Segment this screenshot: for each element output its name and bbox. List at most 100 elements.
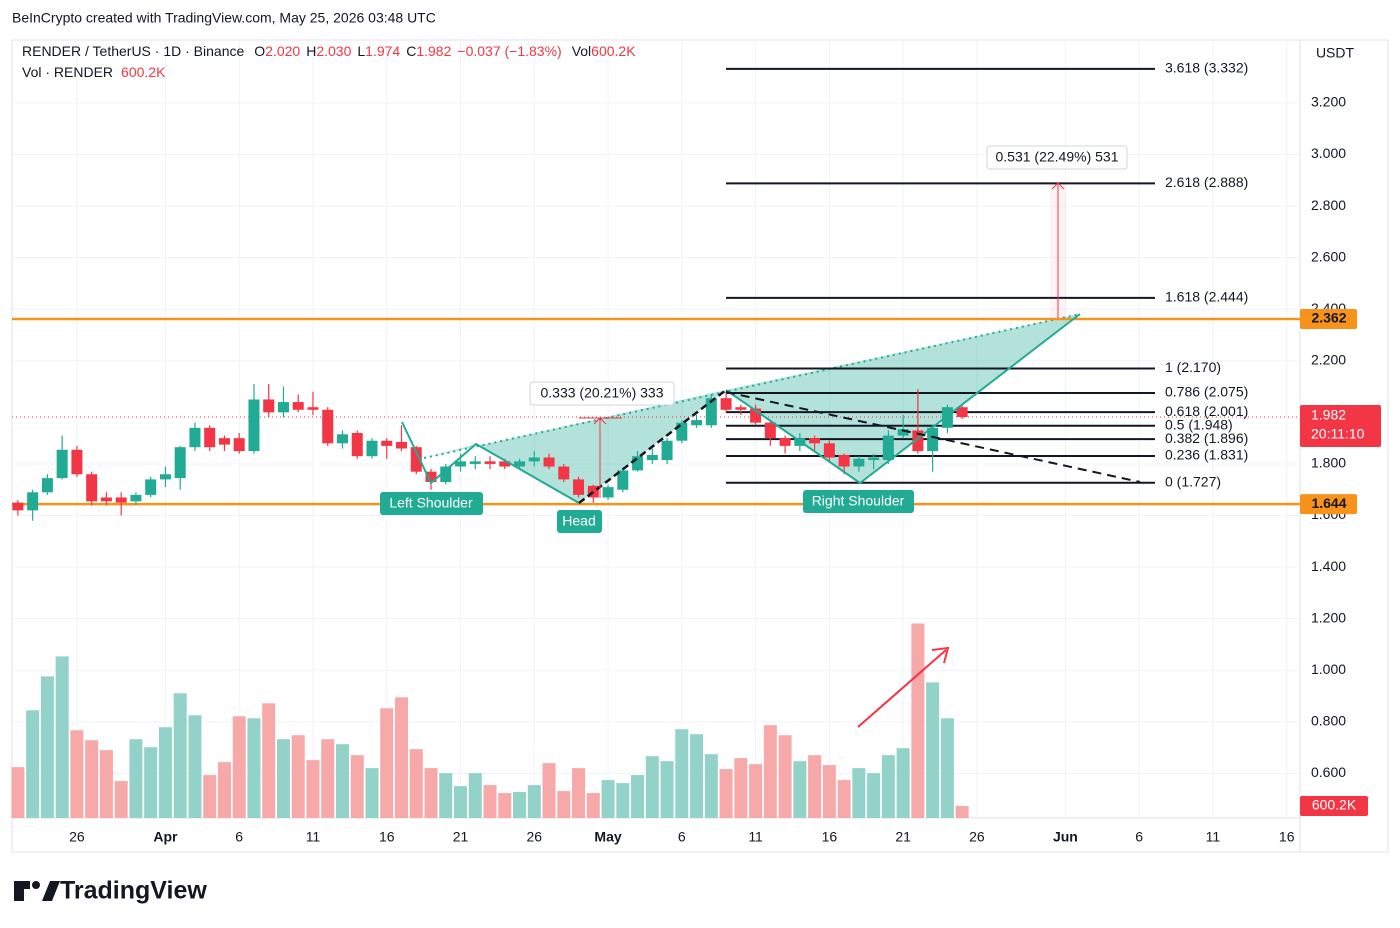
y-tick-label: 1.800: [1311, 455, 1346, 471]
volume-bar: [763, 725, 777, 818]
level-tag: [1300, 309, 1357, 330]
y-tick-label: 2.600: [1311, 248, 1346, 264]
x-tick-label: 16: [379, 829, 395, 845]
candle-body: [882, 435, 894, 461]
candle-body: [248, 399, 260, 452]
pattern-label: Head: [562, 513, 595, 529]
y-tick-label: 1.200: [1311, 609, 1346, 625]
candle-body: [27, 492, 39, 511]
x-tick-label: Jun: [1053, 829, 1078, 845]
fib-label: 0 (1.727): [1165, 473, 1221, 489]
candle-body: [100, 497, 112, 502]
ohlc-value: 2.020: [265, 43, 300, 59]
candle-body: [395, 442, 407, 449]
volume-bar: [704, 754, 718, 818]
volume-bar: [660, 761, 674, 818]
candle-body: [130, 494, 142, 502]
candle-body: [543, 457, 555, 467]
candle-body: [469, 461, 481, 464]
candle-body: [322, 409, 334, 444]
volume-bar: [424, 768, 438, 818]
fib-label: 2.618 (2.888): [1165, 174, 1248, 190]
trend-line: [725, 391, 1141, 483]
ohlc-key: C: [406, 43, 416, 59]
volume-bar: [247, 718, 261, 818]
volume-bar: [837, 780, 851, 818]
vol-value: 600.2K: [591, 43, 636, 59]
candles: [12, 384, 968, 521]
volume-bar: [394, 697, 408, 818]
candle-body: [86, 474, 98, 502]
candle-body: [56, 449, 68, 479]
y-tick-label: 0.800: [1311, 713, 1346, 729]
last-price-label: 1.982: [1311, 407, 1346, 423]
volume-bar: [483, 785, 497, 818]
volume-bar: [158, 727, 172, 818]
volume-bar: [955, 806, 969, 818]
brand-logo: [14, 881, 60, 901]
volume-bar: [586, 793, 600, 818]
candle-body: [174, 447, 186, 479]
vol-series-value: 600.2K: [121, 64, 166, 80]
measure-box: [986, 145, 1128, 170]
attribution: BeInCrypto created with TradingView.com,…: [12, 10, 436, 26]
volume-bar: [203, 775, 217, 818]
candle-body: [145, 479, 157, 495]
candle-body: [764, 422, 776, 439]
pattern-line: [401, 421, 580, 504]
x-tick-label: 6: [1135, 829, 1143, 845]
candle-body: [277, 402, 289, 413]
volume-bar: [867, 773, 881, 818]
volume-bar: [940, 718, 954, 818]
volume-bar: [40, 676, 54, 818]
volume-bar: [11, 767, 25, 818]
pattern-line: [725, 313, 1081, 485]
volume-bar: [468, 773, 482, 818]
x-tick-label: 6: [235, 829, 243, 845]
volume-bar: [188, 715, 202, 818]
label-box: [557, 510, 602, 533]
candle-body: [233, 438, 245, 452]
volume-bar: [719, 769, 733, 818]
candle-body: [484, 461, 496, 464]
candle-body: [720, 398, 732, 410]
pattern-label: Left Shoulder: [389, 495, 473, 511]
brand-name: TradingView: [60, 877, 207, 905]
countdown: 20:11:10: [1311, 426, 1365, 442]
currency: USDT: [1316, 45, 1355, 61]
pattern-label: Right Shoulder: [812, 493, 905, 509]
grid: [12, 40, 1300, 818]
candle-body: [514, 461, 526, 467]
volume-bar: [896, 748, 910, 818]
ohlc-key: L: [357, 43, 365, 59]
candle-body: [809, 438, 821, 444]
label-box: [803, 490, 914, 513]
candle-body: [587, 485, 599, 498]
x-tick-label: 11: [1206, 829, 1221, 845]
candle-body: [661, 440, 673, 461]
volume-bar: [70, 730, 84, 818]
volume-bar: [498, 793, 512, 818]
volume-bar: [793, 761, 807, 818]
candle-body: [927, 427, 939, 452]
candle-body: [646, 454, 658, 461]
volume-bar: [645, 756, 659, 818]
axes: 0.6000.8001.0001.2001.4001.6001.8002.200…: [69, 94, 1381, 845]
logo-part: [42, 881, 60, 901]
pattern-line-head: [578, 389, 727, 504]
volume-bar: [454, 786, 468, 818]
candle-body: [558, 466, 570, 480]
candle-body: [750, 408, 762, 423]
candle-body: [410, 447, 422, 472]
arrow-head: [1051, 182, 1065, 190]
volume-bar: [557, 791, 571, 818]
fib-label: 1 (2.170): [1165, 359, 1221, 375]
volume-bar: [232, 716, 246, 818]
volume-bars: [11, 623, 969, 818]
candle-body: [189, 427, 201, 448]
volume-tag-label: 600.2K: [1312, 797, 1357, 813]
candle-body: [705, 398, 717, 426]
candle-body: [115, 497, 127, 503]
volume-bar: [734, 758, 748, 818]
candle-body: [499, 461, 511, 467]
